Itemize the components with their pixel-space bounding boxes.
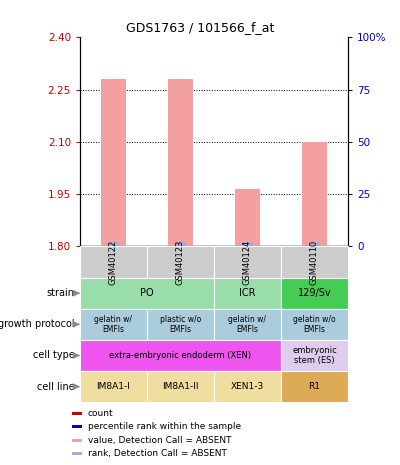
Text: GSM40124: GSM40124	[243, 239, 252, 285]
Text: plastic w/o
EMFIs: plastic w/o EMFIs	[160, 315, 201, 334]
Text: value, Detection Call = ABSENT: value, Detection Call = ABSENT	[88, 436, 231, 445]
Text: rank, Detection Call = ABSENT: rank, Detection Call = ABSENT	[88, 449, 226, 458]
Bar	[235, 189, 260, 246]
Bar	[281, 309, 348, 340]
Bar	[309, 242, 320, 246]
Text: GDS1763 / 101566_f_at: GDS1763 / 101566_f_at	[126, 21, 274, 34]
Text: percentile rank within the sample: percentile rank within the sample	[88, 422, 241, 432]
Bar	[214, 371, 281, 402]
Bar	[281, 340, 348, 371]
Text: growth protocol: growth protocol	[0, 319, 75, 329]
Text: GSM40110: GSM40110	[310, 239, 319, 285]
Bar	[72, 439, 82, 442]
Bar	[80, 246, 147, 278]
Bar	[147, 309, 214, 340]
Text: 129/Sv: 129/Sv	[298, 288, 331, 298]
Bar	[72, 412, 82, 415]
Bar	[147, 371, 214, 402]
Bar	[281, 371, 348, 402]
Bar	[147, 246, 214, 278]
Text: cell line: cell line	[37, 382, 75, 392]
Bar	[302, 142, 327, 246]
Text: gelatin w/o
EMFIs: gelatin w/o EMFIs	[293, 315, 336, 334]
Text: extra-embryonic endoderm (XEN): extra-embryonic endoderm (XEN)	[110, 351, 252, 360]
Text: GSM40122: GSM40122	[109, 239, 118, 285]
Bar	[108, 242, 119, 246]
Bar	[175, 242, 186, 246]
Bar	[214, 309, 281, 340]
Bar	[168, 79, 193, 246]
Text: IM8A1-I: IM8A1-I	[96, 382, 130, 391]
Bar	[214, 246, 281, 278]
Text: strain: strain	[47, 288, 75, 298]
Bar	[281, 246, 348, 278]
Bar	[214, 278, 281, 309]
Bar	[80, 340, 281, 371]
Bar	[242, 242, 253, 246]
Text: embryonic
stem (ES): embryonic stem (ES)	[292, 346, 337, 365]
Text: R1: R1	[308, 382, 320, 391]
Text: PO: PO	[140, 288, 154, 298]
Bar	[72, 452, 82, 455]
Text: gelatin w/
EMFIs: gelatin w/ EMFIs	[228, 315, 266, 334]
Bar	[80, 371, 147, 402]
Text: cell type: cell type	[33, 351, 75, 360]
Bar	[80, 309, 147, 340]
Bar	[80, 278, 214, 309]
Bar	[101, 79, 126, 246]
Text: GSM40123: GSM40123	[176, 239, 185, 285]
Bar	[72, 425, 82, 428]
Text: IM8A1-II: IM8A1-II	[162, 382, 199, 391]
Text: XEN1-3: XEN1-3	[231, 382, 264, 391]
Bar	[281, 278, 348, 309]
Text: ICR: ICR	[239, 288, 256, 298]
Text: count: count	[88, 409, 113, 418]
Text: gelatin w/
EMFIs: gelatin w/ EMFIs	[94, 315, 132, 334]
